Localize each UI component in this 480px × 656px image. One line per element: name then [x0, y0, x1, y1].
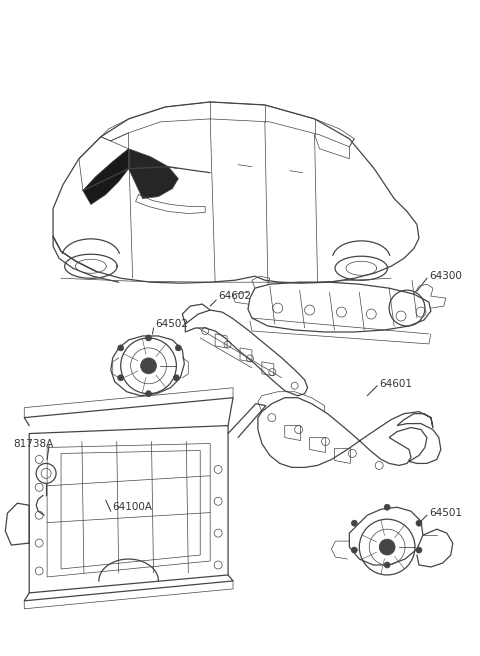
Polygon shape — [129, 149, 179, 199]
Text: 81738A: 81738A — [13, 438, 54, 449]
Circle shape — [141, 358, 156, 374]
Circle shape — [379, 539, 395, 555]
Text: 64602: 64602 — [218, 291, 251, 301]
Circle shape — [416, 520, 422, 526]
Circle shape — [145, 391, 152, 397]
Circle shape — [175, 345, 181, 351]
Text: 64300: 64300 — [429, 271, 462, 281]
Text: 64502: 64502 — [156, 319, 189, 329]
Circle shape — [384, 562, 390, 568]
Circle shape — [118, 375, 124, 380]
Text: 64100A: 64100A — [113, 502, 153, 512]
Circle shape — [173, 375, 180, 380]
Circle shape — [384, 504, 390, 510]
Text: 64601: 64601 — [379, 379, 412, 389]
Circle shape — [351, 520, 357, 526]
Circle shape — [351, 547, 357, 553]
Text: 64501: 64501 — [429, 508, 462, 518]
Circle shape — [118, 345, 124, 351]
Circle shape — [416, 547, 422, 553]
Polygon shape — [83, 149, 129, 205]
Circle shape — [145, 335, 152, 341]
